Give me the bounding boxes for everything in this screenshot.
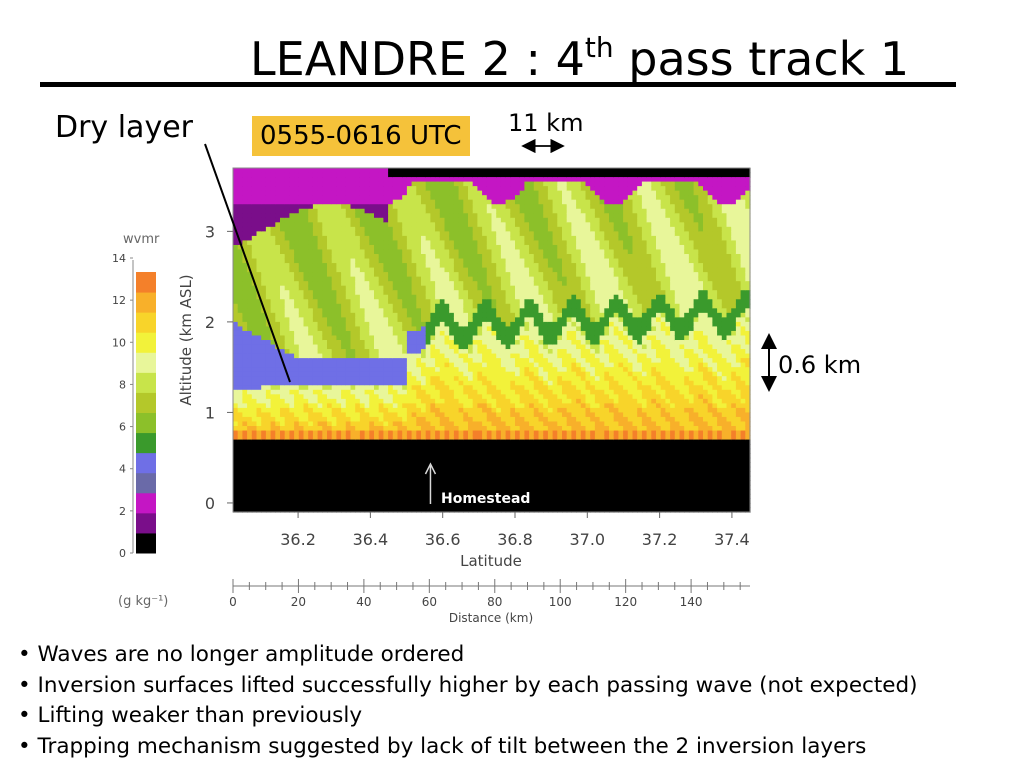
distance-tick-label: 20 [291, 595, 306, 609]
x-tick-label: 37.2 [642, 530, 678, 549]
colorbar-swatch [136, 292, 156, 313]
bullet-item: Waves are no longer amplitude ordered [18, 640, 918, 671]
colorbar-swatch [136, 452, 156, 474]
y-tick-label: 0 [205, 494, 215, 513]
colorbar-swatch [136, 272, 156, 293]
x-tick-label: 36.8 [497, 530, 533, 549]
chart-axes: 0 1 2 3 Altitude (km ASL) 36.2 36.4 36.6 36.8 37.… [177, 167, 751, 625]
heatmap-field [233, 168, 751, 513]
y-tick-label: 3 [205, 222, 215, 241]
scale-06km-label: 0.6 km [778, 351, 862, 379]
chart-overlays: Homestead [204, 138, 777, 507]
colorbar-title: wvmr [123, 232, 160, 247]
distance-tick-label: 80 [487, 595, 502, 609]
distance-tick-label: 60 [422, 595, 437, 609]
colorbar-swatch [136, 312, 156, 333]
slide-title: LEANDRE 2 : 4th pass track 1 [250, 18, 970, 89]
colorbar-tick-label: 4 [119, 463, 126, 476]
title-tail: pass track 1 [613, 32, 910, 86]
colorbar-tick-label: 10 [112, 336, 126, 349]
colorbar-swatch [136, 372, 156, 393]
x-tick-label: 37.0 [569, 530, 605, 549]
colorbar-swatch [136, 332, 156, 353]
colorbar-unit: (g kg⁻¹) [118, 594, 169, 609]
x-tick-label: 36.2 [280, 530, 316, 549]
distance-tick-label: 0 [229, 595, 237, 609]
colorbar-tick-label: 2 [119, 505, 126, 518]
y-tick-label: 1 [205, 403, 215, 422]
title-main: LEANDRE 2 : 4 [250, 32, 585, 86]
bullet-item: Trapping mechanism suggested by lack of … [18, 732, 918, 763]
time-range-badge: 0555-0616 UTC [252, 116, 470, 156]
bullet-list: Waves are no longer amplitude ordered In… [18, 640, 918, 762]
homestead-label: Homestead [441, 491, 530, 507]
x-axis-label: Latitude [460, 552, 522, 570]
colorbar-swatch [136, 532, 156, 554]
colorbar: 0 2 4 6 8 10 12 14 [112, 252, 156, 560]
distance-tick-label: 40 [356, 595, 371, 609]
distance-tick-label: 120 [614, 595, 637, 609]
distance-tick-label: 140 [680, 595, 703, 609]
title-underline [40, 82, 956, 87]
title-superscript: th [584, 31, 614, 64]
x-tick-label: 36.4 [353, 530, 389, 549]
colorbar-swatch [136, 392, 156, 413]
colorbar-tick-label: 8 [119, 378, 126, 391]
colorbar-tick-label: 6 [119, 421, 126, 434]
y-axis-label: Altitude (km ASL) [177, 274, 195, 405]
scale-11km-label: 11 km [508, 109, 584, 137]
colorbar-swatch [136, 512, 156, 534]
distance-axis-label: Distance (km) [449, 611, 533, 625]
dry-layer-pointer [204, 143, 291, 383]
colorbar-swatch [136, 352, 156, 373]
y-tick-label: 2 [205, 313, 215, 332]
colorbar-tick-label: 14 [112, 252, 126, 265]
colorbar-swatch [136, 472, 156, 494]
colorbar-swatch [136, 432, 156, 454]
colorbar-tick-label: 12 [112, 294, 126, 307]
homestead-arrowhead [424, 462, 437, 475]
colorbar-swatch [136, 412, 156, 434]
colorbar-tick-label: 0 [119, 547, 126, 560]
dry-layer-label: Dry layer [55, 110, 193, 145]
plot-frame [232, 167, 751, 513]
x-tick-label: 37.4 [714, 530, 750, 549]
bullet-item: Inversion surfaces lifted successfully h… [18, 671, 918, 702]
x-tick-label: 36.6 [425, 530, 461, 549]
colorbar-swatch [136, 492, 156, 514]
bullet-item: Lifting weaker than previously [18, 701, 918, 732]
distance-tick-label: 100 [549, 595, 572, 609]
